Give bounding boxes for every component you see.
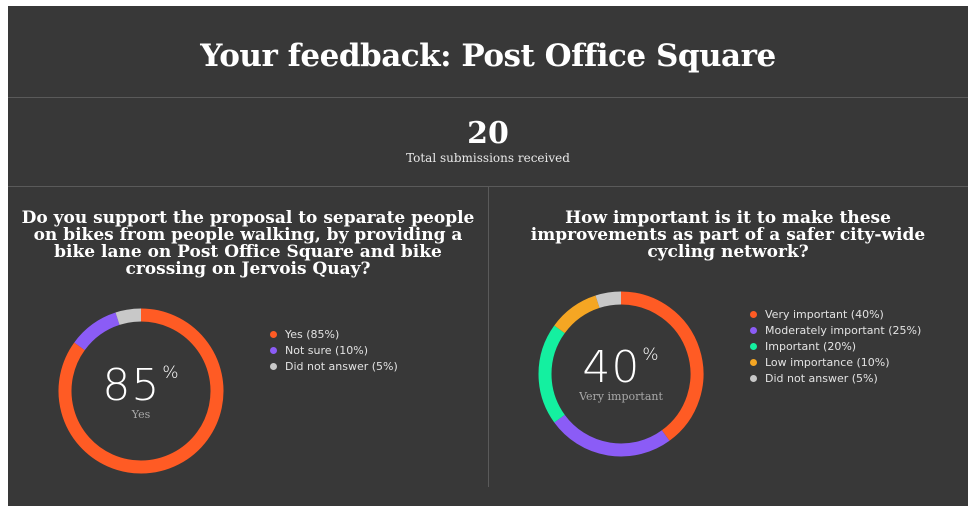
legend-dot-icon xyxy=(750,374,757,382)
donut-chart-support xyxy=(58,308,224,474)
legend-item: Yes (85%) xyxy=(270,326,398,342)
legend-importance: Very important (40%) Moderately important… xyxy=(750,306,921,386)
donut-slice-yes xyxy=(58,308,224,474)
divider-middle xyxy=(8,186,968,187)
legend-dot-icon xyxy=(270,362,277,370)
legend-item: Low importance (10%) xyxy=(750,354,921,370)
total-submissions-caption: Total submissions received xyxy=(406,151,570,165)
donut-slice-moderately-important xyxy=(554,414,670,457)
divider-vertical xyxy=(488,187,489,487)
legend-label: Low importance (10%) xyxy=(765,355,890,369)
legend-label: Moderately important (25%) xyxy=(765,323,922,337)
page-title: Your feedback: Post Office Square xyxy=(200,38,776,74)
center-value-importance: 40% xyxy=(582,342,660,393)
legend-item: Not sure (10%) xyxy=(270,342,398,358)
donut-slice-did-not-answer xyxy=(115,308,142,325)
legend-dot-icon xyxy=(750,310,757,318)
question-importance: How important is it to make these improv… xyxy=(530,208,926,262)
legend-label: Yes (85%) xyxy=(285,327,340,341)
legend-label: Not sure (10%) xyxy=(285,343,369,357)
donut-slice-did-not-answer xyxy=(595,291,622,308)
question-support: Do you support the proposal to separate … xyxy=(21,208,475,279)
donut-slice-not-sure xyxy=(74,312,120,351)
donut-slice-low-importance xyxy=(554,295,600,334)
legend-label: Important (20%) xyxy=(765,339,857,353)
total-submissions-count: 20 xyxy=(467,116,509,151)
donut-slice-important xyxy=(538,325,565,423)
legend-dot-icon xyxy=(750,342,757,350)
legend-item: Very important (40%) xyxy=(750,306,921,322)
donut-slice-very-important xyxy=(620,291,704,441)
legend-label: Very important (40%) xyxy=(765,307,884,321)
legend-dot-icon xyxy=(750,358,757,366)
legend-item: Did not answer (5%) xyxy=(270,358,398,374)
legend-label: Did not answer (5%) xyxy=(765,371,878,385)
center-label-support: Yes xyxy=(131,408,151,421)
donut-chart-importance xyxy=(538,291,704,457)
legend-dot-icon xyxy=(270,330,277,338)
center-value-support: 85% xyxy=(102,360,180,411)
divider-top xyxy=(8,97,968,98)
legend-label: Did not answer (5%) xyxy=(285,359,398,373)
legend-item: Did not answer (5%) xyxy=(750,370,921,386)
center-label-importance: Very important xyxy=(579,390,663,403)
feedback-panel: Your feedback: Post Office Square 20 Tot… xyxy=(8,6,968,506)
legend-dot-icon xyxy=(270,346,277,354)
legend-item: Important (20%) xyxy=(750,338,921,354)
legend-dot-icon xyxy=(750,326,757,334)
legend-support: Yes (85%) Not sure (10%) Did not answer (5… xyxy=(270,326,398,374)
legend-item: Moderately important (25%) xyxy=(750,322,921,338)
